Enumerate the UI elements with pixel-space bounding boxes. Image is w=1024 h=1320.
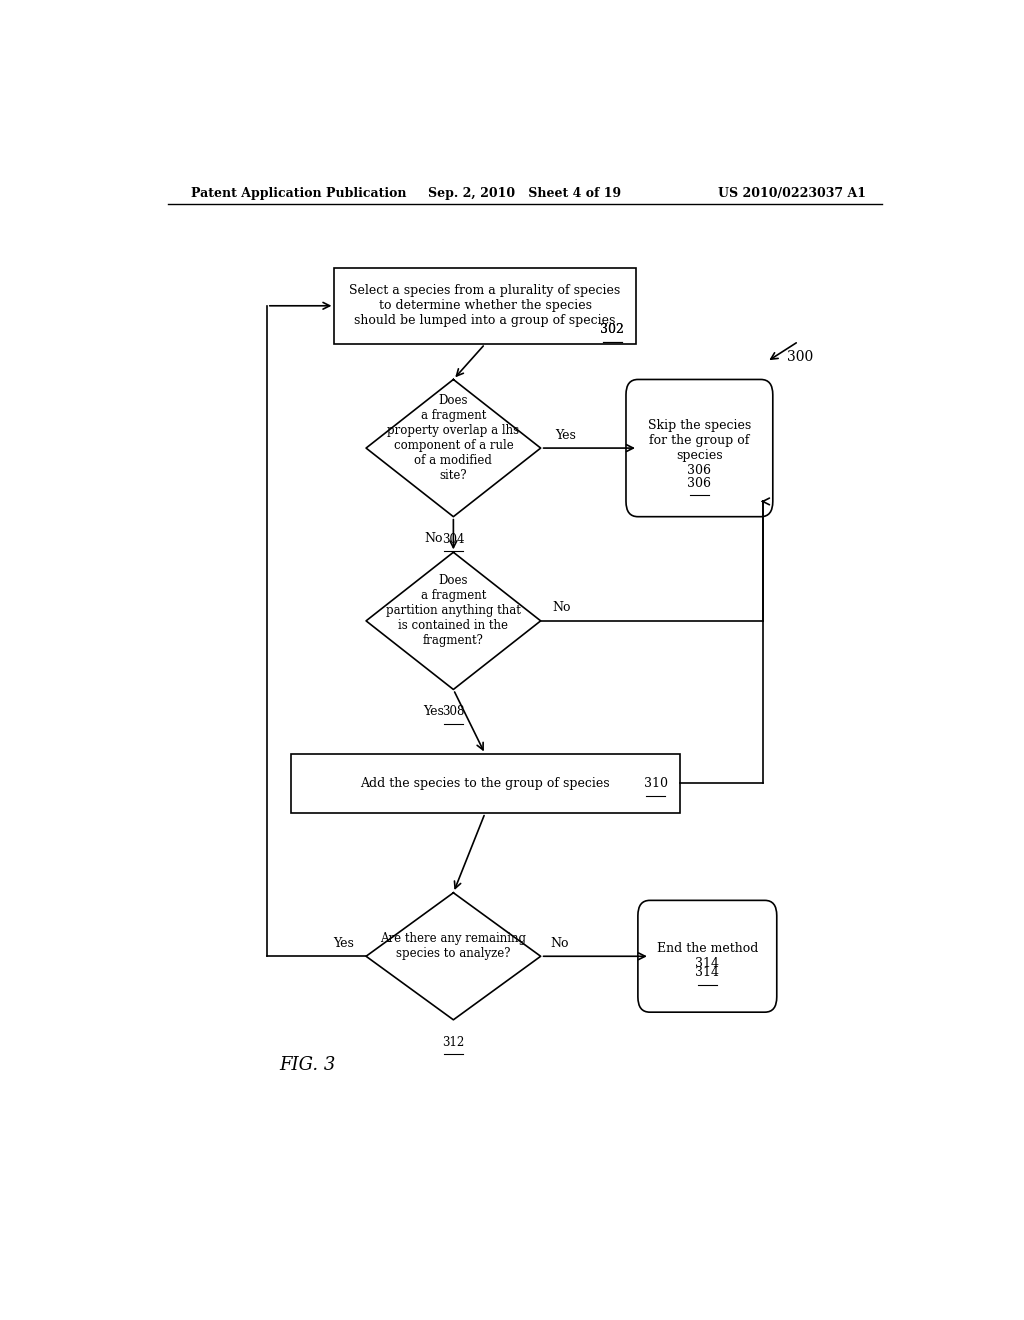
Text: Yes: Yes: [423, 705, 444, 718]
Text: Select a species from a plurality of species
to determine whether the species
sh: Select a species from a plurality of spe…: [349, 284, 621, 327]
Text: 302: 302: [600, 323, 624, 337]
Text: FIG. 3: FIG. 3: [279, 1056, 335, 1074]
Text: Does
a fragment
property overlap a lhs
component of a rule
of a modified
site?: Does a fragment property overlap a lhs c…: [387, 393, 519, 482]
Text: 314: 314: [695, 966, 719, 979]
Text: US 2010/0223037 A1: US 2010/0223037 A1: [718, 187, 866, 201]
Text: Does
a fragment
partition anything that
is contained in the
fragment?: Does a fragment partition anything that …: [386, 574, 521, 647]
Text: No: No: [550, 937, 568, 949]
Text: 310: 310: [644, 777, 668, 789]
FancyBboxPatch shape: [334, 268, 636, 345]
Text: 302: 302: [600, 323, 624, 337]
FancyBboxPatch shape: [626, 379, 773, 516]
Text: End the method
314: End the method 314: [656, 942, 758, 970]
Text: Yes: Yes: [333, 937, 354, 949]
Text: Add the species to the group of species: Add the species to the group of species: [360, 777, 610, 789]
Text: 304: 304: [442, 532, 465, 545]
Text: Sep. 2, 2010   Sheet 4 of 19: Sep. 2, 2010 Sheet 4 of 19: [428, 187, 622, 201]
FancyBboxPatch shape: [638, 900, 777, 1012]
FancyBboxPatch shape: [291, 754, 680, 813]
Text: 306: 306: [687, 477, 712, 490]
Text: 312: 312: [442, 1036, 465, 1048]
Text: Patent Application Publication: Patent Application Publication: [191, 187, 407, 201]
Text: No: No: [553, 601, 571, 614]
Text: 308: 308: [442, 705, 465, 718]
Text: Skip the species
for the group of
species
306: Skip the species for the group of specie…: [648, 418, 751, 477]
Text: No: No: [424, 532, 442, 545]
Text: Are there any remaining
species to analyze?: Are there any remaining species to analy…: [380, 932, 526, 960]
Text: Yes: Yes: [555, 429, 575, 442]
Text: 300: 300: [786, 350, 813, 363]
